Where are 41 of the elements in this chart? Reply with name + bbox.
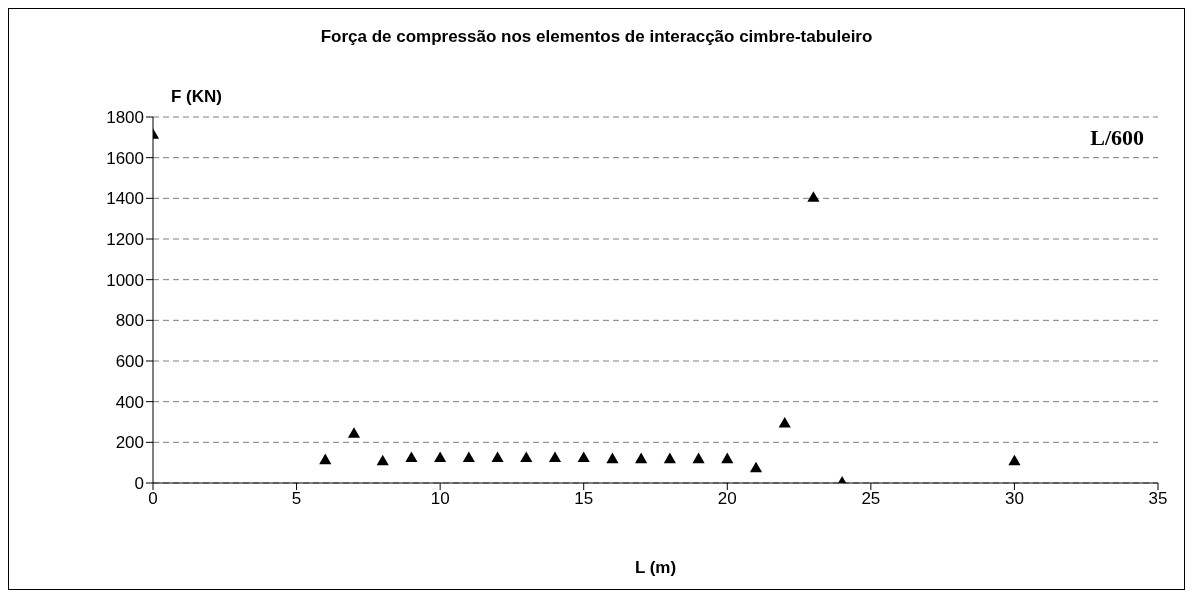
y-tick-label: 400 [115,392,144,412]
point [749,461,763,473]
y-tick-label: 0 [134,474,144,494]
point [319,453,332,465]
point [405,451,418,463]
chart-title: Força de compressão nos elementos de interacção cimbre-tabuleiro [319,27,874,47]
point [778,417,791,428]
x-tick-label: 0 [148,489,158,509]
point [491,451,504,463]
point [663,452,676,464]
x-tick-label: 10 [430,489,450,509]
y-tick-label: 1800 [106,108,144,128]
point [1008,454,1021,466]
point [520,451,533,463]
point [347,427,361,438]
annotation: L/600 [1090,125,1144,151]
point [434,451,447,463]
point [548,451,562,463]
point [376,454,389,466]
point [721,452,734,464]
point [606,452,619,464]
y-axis-title: F (KN) [171,87,222,107]
y-tick-label: 600 [115,352,144,372]
point [577,451,590,463]
x-tick-label: 5 [291,489,302,509]
x-tick-label: 30 [1004,489,1024,509]
point [807,191,820,202]
x-tick-label: 35 [1148,489,1168,509]
x-axis-title: L (m) [634,558,677,577]
y-tick-label: 1200 [106,230,144,250]
y-tick-label: 1600 [106,148,144,168]
y-tick-label: 1000 [106,270,144,290]
point [635,452,648,464]
x-tick-label: 25 [861,489,881,509]
x-tick-label: 15 [574,489,594,509]
x-tick-label: 20 [717,489,737,509]
y-tick-label: 200 [115,433,144,453]
y-tick-label: 800 [115,311,144,331]
point [692,452,705,464]
point [462,451,475,463]
y-tick-label: 1400 [106,189,144,209]
